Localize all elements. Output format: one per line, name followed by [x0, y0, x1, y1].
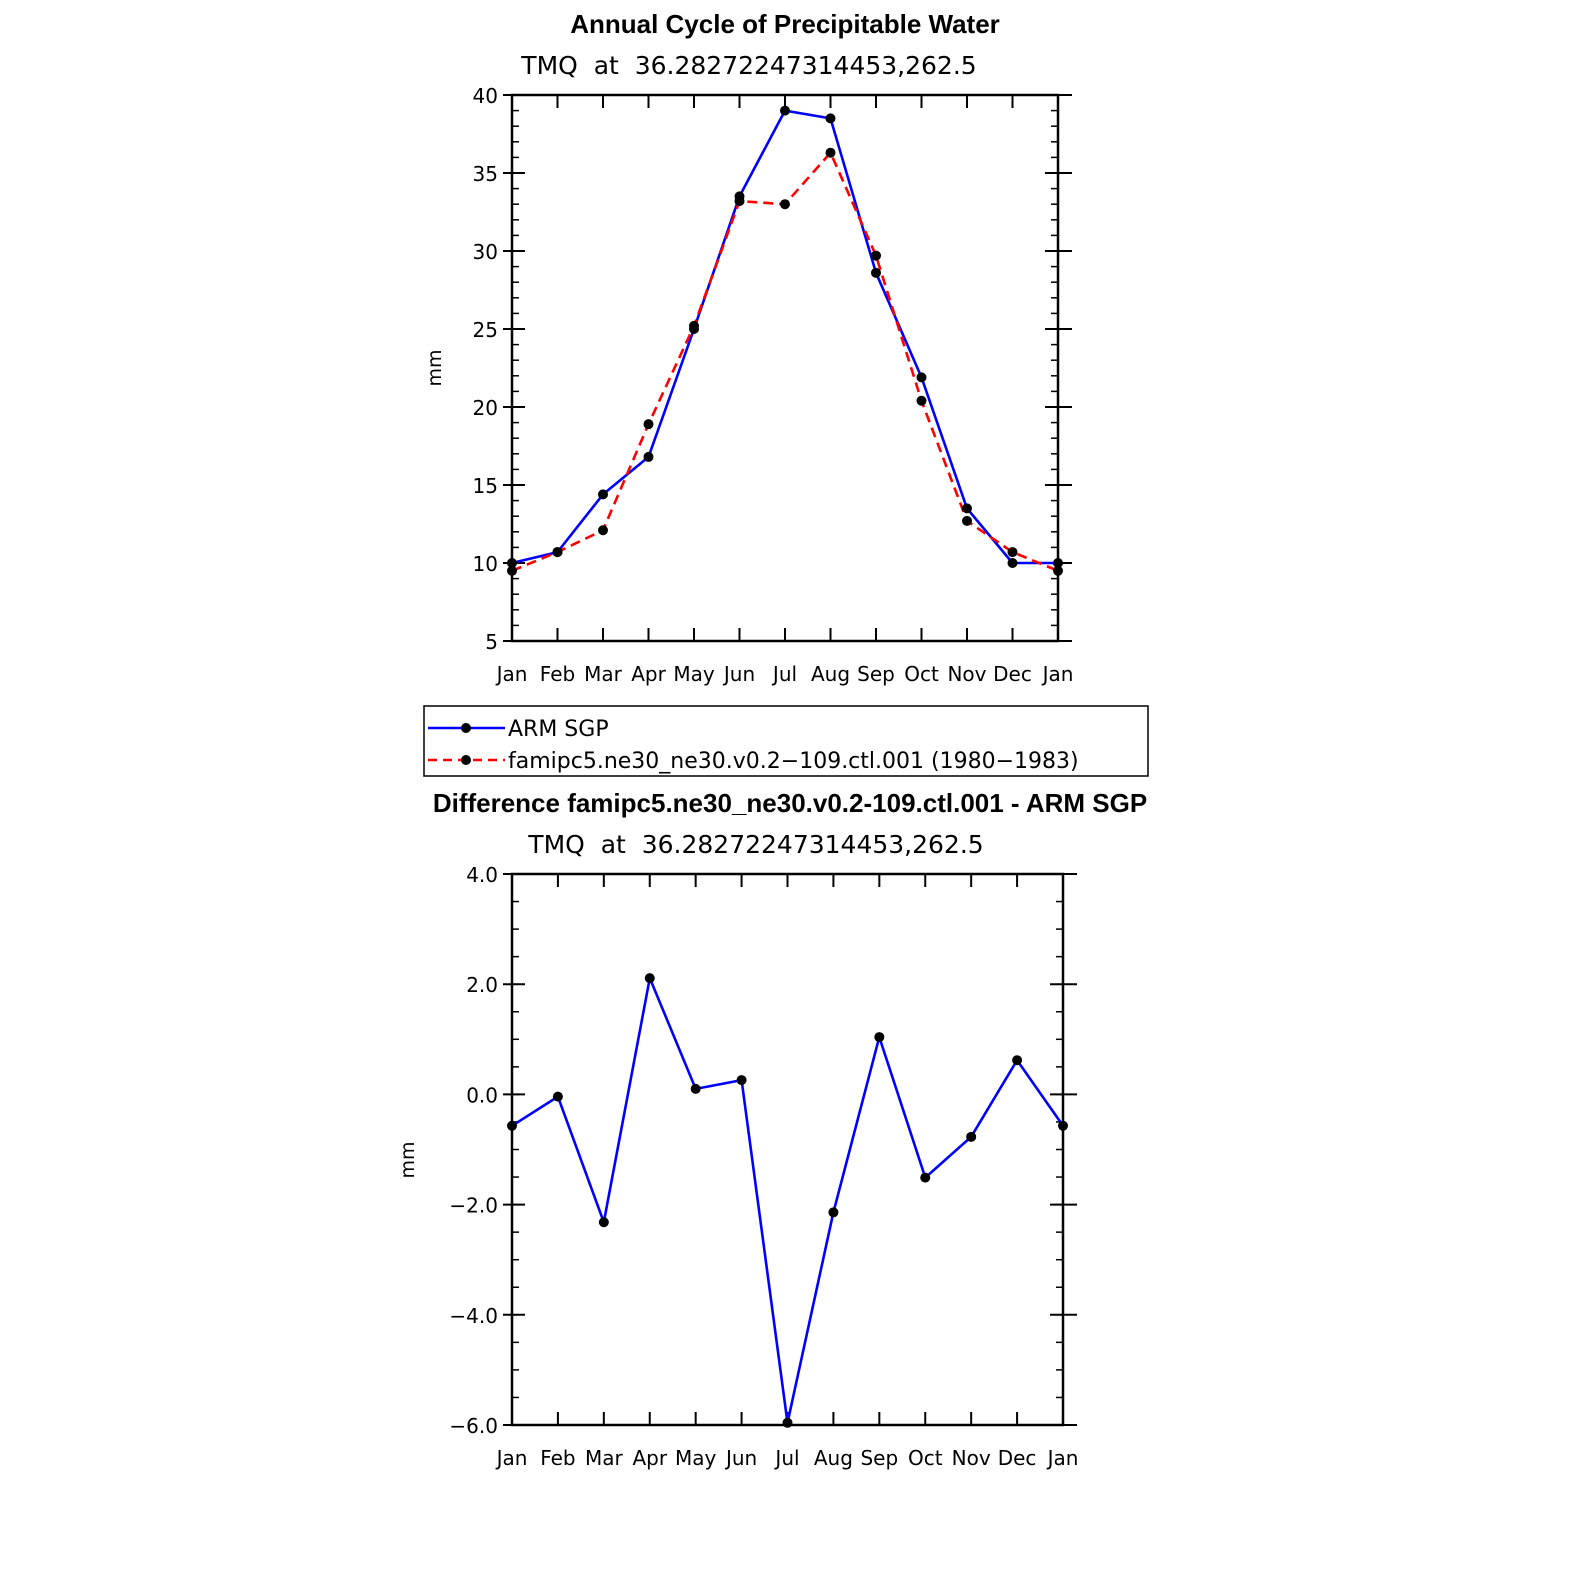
data-point — [690, 1083, 701, 1094]
x-tick-label: Jun — [722, 662, 755, 686]
x-tick-label: Dec — [998, 1446, 1037, 1470]
y-tick-label: 0.0 — [466, 1083, 498, 1107]
data-point — [1007, 547, 1018, 558]
series-line-arm-sgp — [511, 109, 1058, 565]
legend-marker-arm-sgp — [461, 723, 471, 733]
y-tick-label: 15 — [473, 474, 498, 498]
legend: ARM SGP famipc5.ne30_ne30.v0.2−109.ctl.0… — [423, 705, 1149, 777]
data-point — [871, 267, 881, 278]
x-tick-label: Feb — [540, 662, 575, 686]
data-point — [1012, 1055, 1023, 1066]
y-tick-label: 5 — [485, 630, 498, 654]
data-point — [780, 199, 790, 210]
x-tick-label: Jul — [771, 662, 797, 686]
chart-subtitle: TMQ at 36.28272247314453,262.5 — [527, 830, 983, 859]
y-axis-label: mm — [424, 349, 446, 386]
data-point — [734, 196, 745, 207]
data-point — [780, 105, 790, 116]
x-tick-label: Mar — [585, 1446, 624, 1470]
difference-chart: Difference famipc5.ne30_ne30.v0.2-109.ct… — [397, 788, 1147, 1470]
y-tick-label: 30 — [473, 240, 498, 264]
data-point — [782, 1417, 793, 1428]
data-point — [507, 565, 517, 576]
x-tick-label: May — [673, 662, 715, 686]
data-point — [552, 1091, 563, 1102]
chart-title: Difference famipc5.ne30_ne30.v0.2-109.ct… — [433, 788, 1147, 818]
chart-subtitle: TMQ at 36.28272247314453,262.5 — [520, 51, 976, 80]
x-tick-label: Jan — [495, 1446, 528, 1470]
data-point — [962, 503, 972, 514]
x-tick-label: May — [675, 1446, 717, 1470]
data-point — [874, 1032, 885, 1043]
data-point — [1053, 565, 1063, 576]
x-tick-label: Apr — [631, 662, 666, 686]
data-point — [1007, 558, 1018, 568]
x-tick-label: Jan — [1046, 1446, 1079, 1470]
plot-frame — [510, 93, 1060, 643]
x-tick-label: Nov — [952, 1446, 991, 1470]
data-point — [736, 1075, 747, 1086]
data-point — [507, 558, 517, 568]
x-tick-label: Dec — [993, 662, 1032, 686]
legend-marker-model — [461, 755, 471, 765]
x-tick-label: Aug — [814, 1446, 853, 1470]
y-tick-label: 20 — [473, 396, 498, 420]
data-point — [644, 973, 655, 984]
y-tick-label: −4.0 — [449, 1304, 498, 1328]
data-point — [1053, 558, 1063, 568]
x-tick-label: Jun — [724, 1446, 757, 1470]
data-point — [552, 547, 563, 558]
data-point — [828, 1207, 839, 1218]
y-axis-label: mm — [397, 1141, 419, 1178]
data-point — [598, 489, 608, 500]
x-tick-label: Oct — [908, 1446, 943, 1470]
plot-area: Jan Feb Mar Apr May Jun Jul Aug Sep Oct Nov Dec Jan 5… — [473, 84, 1074, 686]
data-point — [825, 113, 836, 124]
data-point — [962, 515, 972, 526]
x-tick-label: Sep — [857, 662, 895, 686]
data-point — [643, 419, 654, 430]
x-tick-label: Nov — [947, 662, 986, 686]
series-line-0 — [511, 976, 1065, 1425]
data-point — [966, 1131, 977, 1142]
x-tick-label: Feb — [540, 1446, 575, 1470]
x-tick-label: Jan — [495, 662, 528, 686]
data-point — [920, 1172, 931, 1183]
data-point — [871, 250, 881, 261]
y-tick-label: −6.0 — [449, 1414, 498, 1438]
plot-frame — [510, 872, 1065, 1427]
y-tick-label: 10 — [473, 552, 498, 576]
y-tick-label: 25 — [473, 318, 498, 342]
y-tick-label: 40 — [473, 84, 498, 108]
data-point — [598, 1217, 609, 1228]
series-line-famipc5-ne30-ne30-v0-2-109-ctl-001-1980-1983 — [511, 151, 1059, 573]
legend-label-arm-sgp: ARM SGP — [508, 717, 609, 742]
x-tick-label: Sep — [860, 1446, 898, 1470]
data-point — [916, 372, 927, 383]
x-tick-label: Mar — [584, 662, 623, 686]
x-tick-label: Jan — [1041, 662, 1074, 686]
legend-label-model: famipc5.ne30_ne30.v0.2−109.ctl.001 (1980… — [508, 749, 1079, 774]
data-point — [825, 147, 836, 158]
data-point — [598, 525, 608, 536]
y-tick-label: −2.0 — [449, 1194, 498, 1218]
x-tick-label: Oct — [904, 662, 939, 686]
data-point — [916, 395, 927, 406]
x-tick-label: Aug — [811, 662, 850, 686]
data-point — [1058, 1120, 1068, 1131]
y-tick-label: 4.0 — [466, 863, 498, 887]
annual-cycle-chart: Annual Cycle of Precipitable Water TMQ a… — [423, 9, 1149, 777]
data-point — [689, 320, 699, 331]
plot-area: Jan Feb Mar Apr May Jun Jul Aug Sep Oct Nov Dec Jan −… — [449, 863, 1078, 1470]
x-tick-label: Jul — [773, 1446, 799, 1470]
x-tick-label: Apr — [632, 1446, 667, 1470]
legend-box — [423, 705, 1149, 777]
y-tick-label: 35 — [473, 162, 498, 186]
y-tick-label: 2.0 — [466, 973, 498, 997]
chart-title: Annual Cycle of Precipitable Water — [570, 9, 1000, 39]
data-point — [643, 451, 654, 462]
data-point — [507, 1120, 517, 1131]
